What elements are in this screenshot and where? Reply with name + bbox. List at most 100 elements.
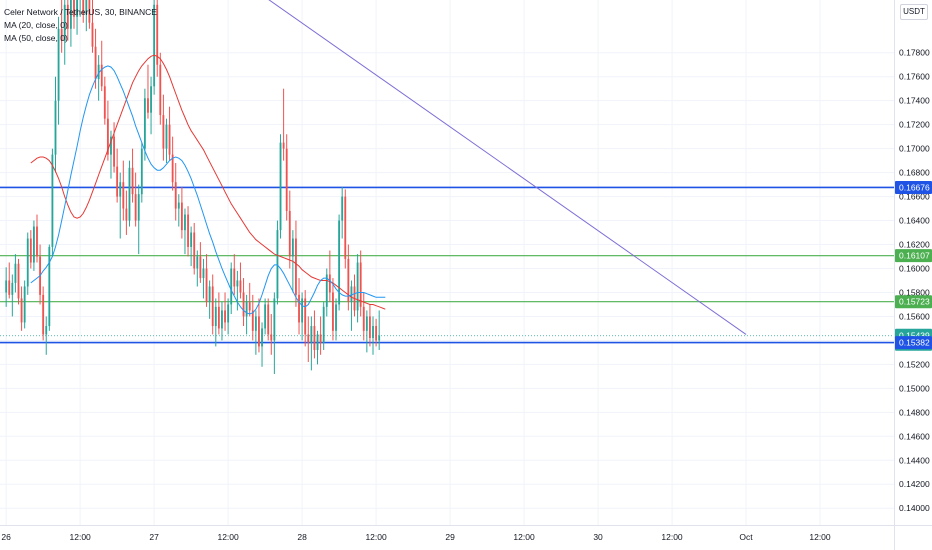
x-tick-label: 12:00 [809,532,831,542]
price-axis-bg [895,0,932,525]
candle-body-up [254,316,257,331]
price-tag: 0.15723 [899,297,930,307]
x-tick-label: 26 [1,532,11,542]
candle-body-down [295,238,297,295]
candle-body-up [236,280,239,287]
candle-body-down [134,194,137,221]
candle-body-up [221,310,223,329]
y-tick-label: 0.17400 [899,96,930,106]
y-tick-label: 0.16200 [899,240,930,250]
candle-body-up [365,316,368,331]
candle-body-up [11,282,14,295]
candle-body-down [125,208,128,221]
candle-body-up [338,220,341,305]
candle-body-up [341,196,344,221]
candle-body-up [26,238,29,287]
candle-body-up [230,268,233,305]
candle-body-up [322,306,325,343]
candle-body-down [344,196,347,259]
candle-body-up [57,28,60,101]
candle-body-down [94,46,97,80]
price-tag: 0.16107 [899,251,930,261]
candle-body-up [378,335,381,341]
candle-body-up [153,4,156,87]
candle-body-up [279,142,282,231]
y-tick-label: 0.14000 [899,503,930,513]
candle-body-down [162,115,165,149]
candle-body-down [116,166,119,197]
candle-body-down [122,182,125,209]
candle-body-down [193,232,196,269]
candle-body-up [150,86,152,113]
candle-body-down [91,22,94,47]
price-tag-bg [895,249,932,263]
y-tick-label: 0.16400 [899,216,930,226]
trendline [268,0,747,335]
candle-body-down [29,238,32,263]
candle-body-down [174,182,177,209]
candle-body-down [267,304,270,335]
candle-body-down [156,4,159,65]
candle-body-down [36,226,38,257]
candle-body-down [288,210,291,257]
candle-body-up [261,328,263,347]
currency-button[interactable]: USDT [900,4,928,20]
x-tick-label: Oct [739,532,753,542]
candle-body-down [369,316,371,339]
candle-body-up [227,304,230,323]
candle-body-down [313,326,316,350]
candle-body-down [187,214,189,247]
candle-body-up [48,246,51,327]
candle-body-down [171,154,174,183]
candle-body-down [20,298,23,323]
x-tick-label: 29 [445,532,455,542]
candle-body-up [85,0,88,15]
price-tag-bg [895,295,932,309]
candle-body-down [282,142,285,149]
candle-body-up [165,124,168,149]
candle-body-up [54,100,57,155]
y-tick-label: 0.17000 [899,144,930,154]
y-tick-label: 0.16600 [899,192,930,202]
candle-body-up [196,256,199,269]
candle-body-down [233,268,236,287]
candle-body-down [159,64,162,116]
y-tick-label: 0.16800 [899,168,930,178]
candle-body-down [248,302,251,311]
x-tick-label: 12:00 [513,532,535,542]
candle-body-down [375,326,378,341]
candle-body-up [273,298,276,341]
candle-body-down [180,202,183,231]
candle-body-down [251,310,254,331]
x-tick-label: 30 [593,532,603,542]
candle-body-up [276,230,279,299]
candle-body-down [82,0,85,15]
candle-body-down [224,310,226,323]
legend-symbol: Celer Network / TetherUS, 30, BINANCE [4,7,157,17]
y-tick-label: 0.17600 [899,72,930,82]
candle-body-up [356,262,359,311]
candle-body-up [14,263,17,283]
candle-body-up [110,136,112,155]
ma20-line [30,65,386,315]
candle-body-down [66,4,69,29]
candle-body-down [211,286,214,327]
candle-body-down [298,294,300,323]
candle-body-up [5,280,8,293]
candle-body-down [131,167,134,195]
candle-body-down [347,258,350,303]
candle-body-up [372,326,374,339]
candle-body-up [202,268,205,279]
price-tag: 0.16676 [899,182,930,192]
price-tag-bg [895,180,932,194]
candle-body-up [316,334,319,350]
candle-body-down [258,316,260,347]
candle-body-down [205,268,208,303]
candle-body-down [73,0,75,17]
candle-body-up [23,286,26,323]
candle-body-up [51,154,54,247]
y-tick-label: 0.14800 [899,407,930,417]
y-tick-label: 0.16000 [899,263,930,273]
price-tag: 0.15382 [899,338,930,348]
